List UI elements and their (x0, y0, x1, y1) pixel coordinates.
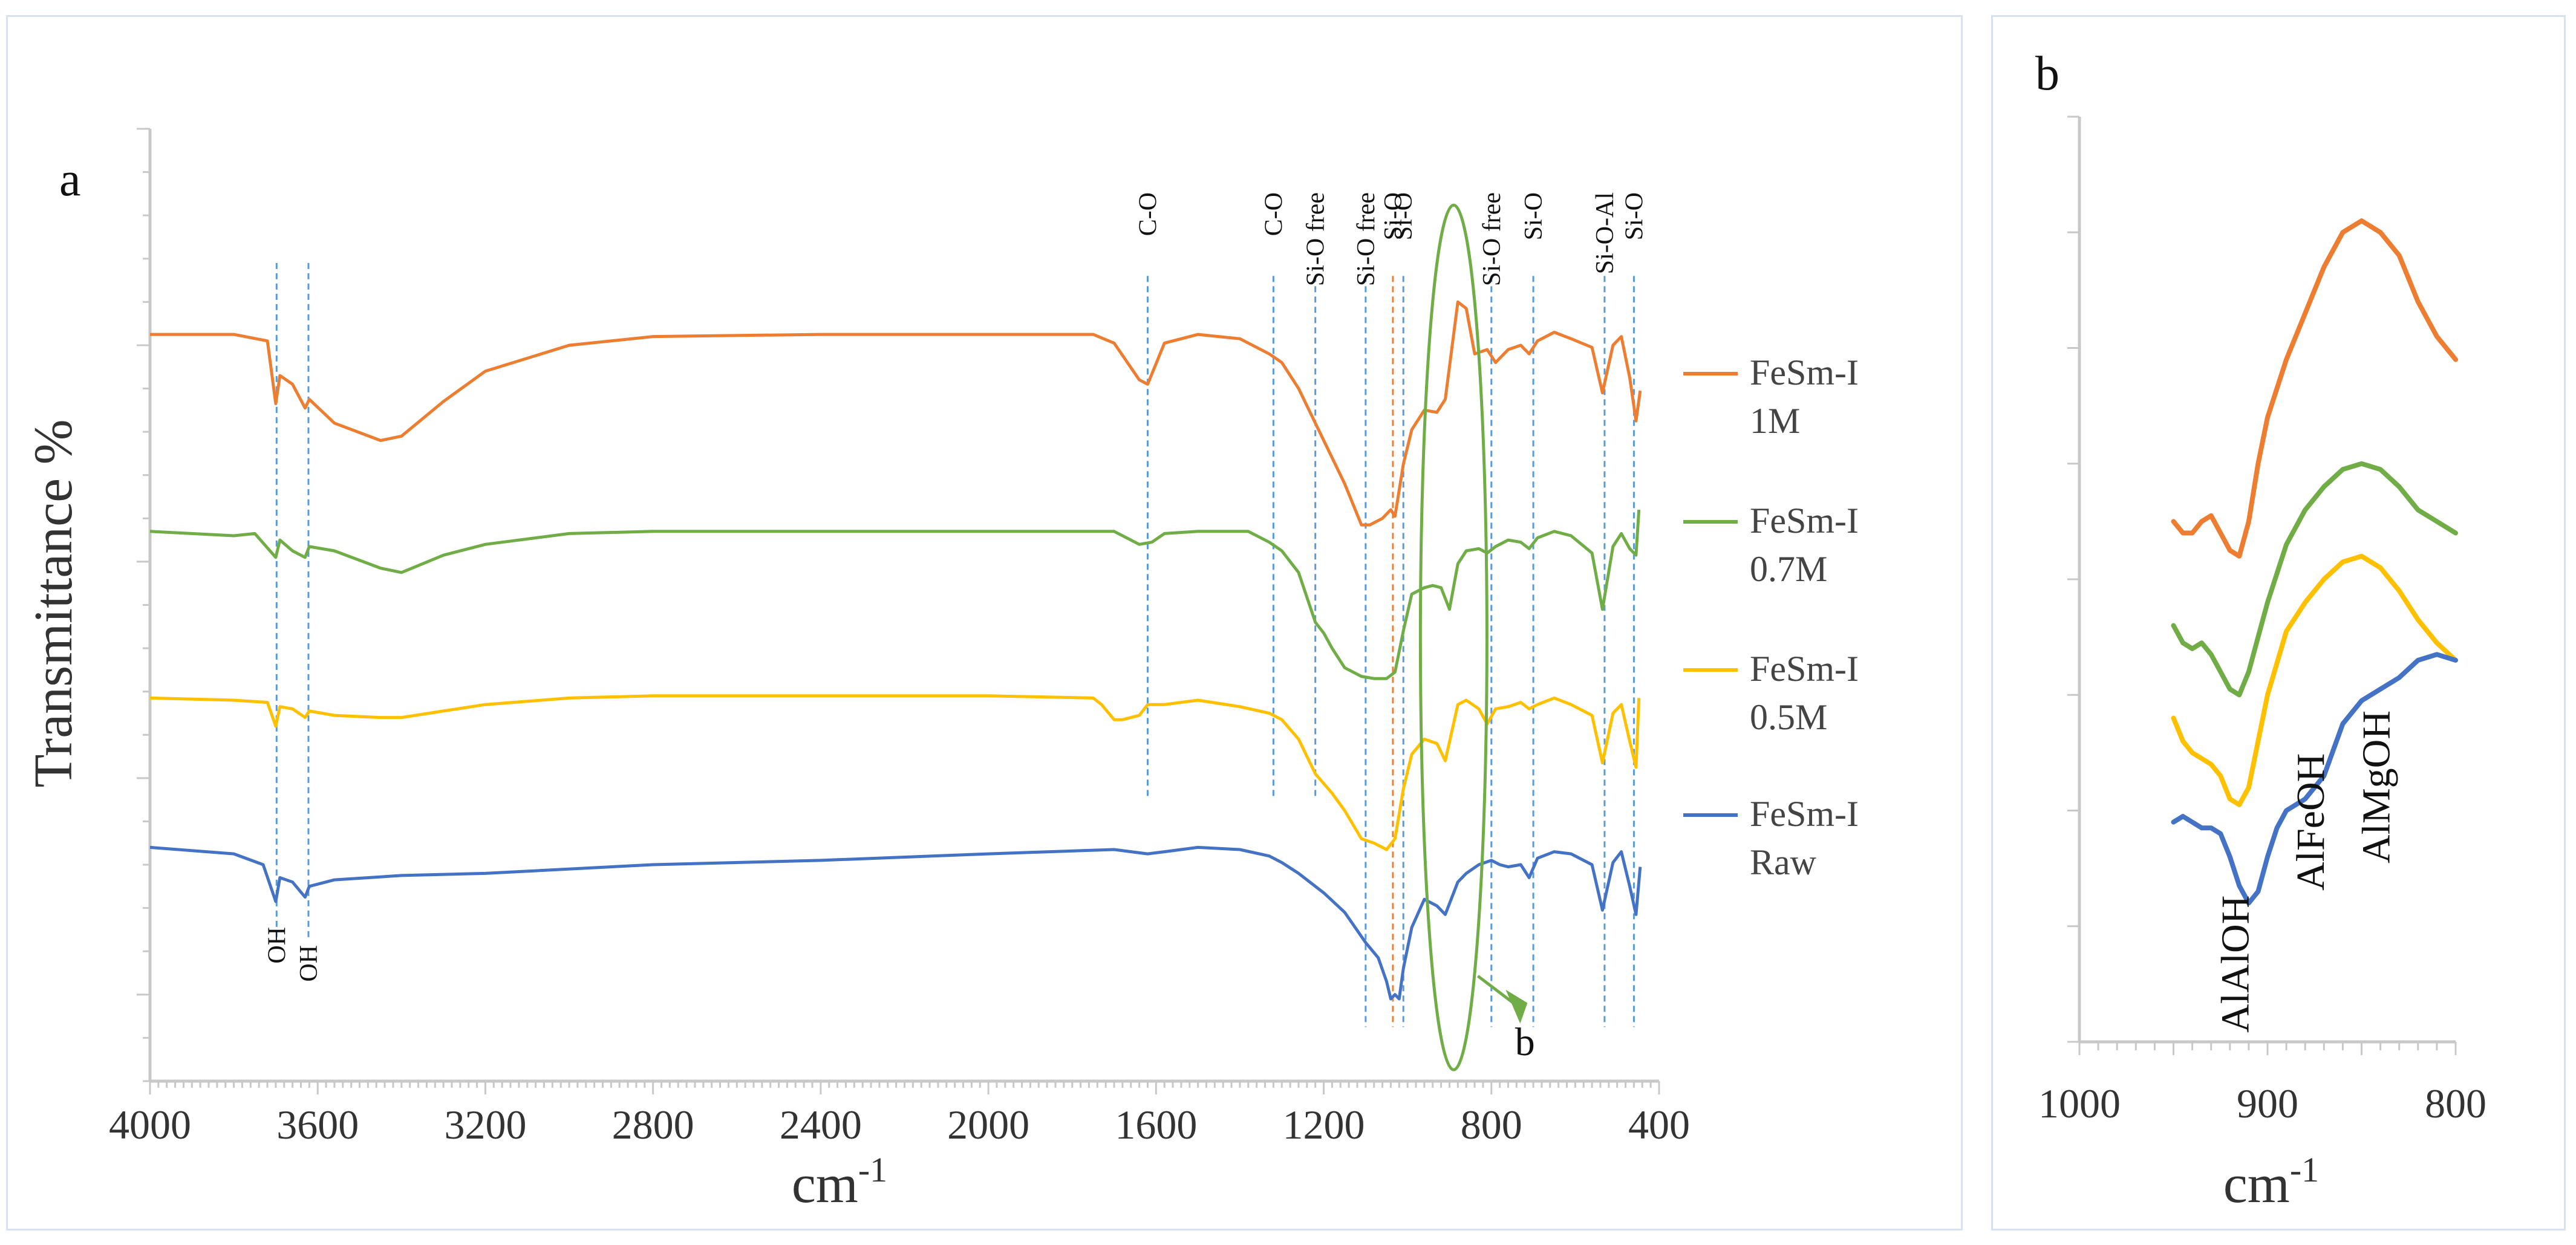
band-label-0: OH (263, 927, 291, 964)
x-tick-label-1200: 1200 (1283, 1102, 1365, 1148)
callout-label: b (1515, 1020, 1535, 1064)
band-label-7: Si-O (1390, 192, 1418, 240)
callout-arrow (1476, 975, 1518, 1007)
band-label-3: C-O (1260, 192, 1288, 236)
x-tick-label-800: 800 (1461, 1102, 1522, 1148)
series-line-fesm-i-1m (2171, 218, 2458, 559)
band-label-alfeoh: AlFeOH (2289, 753, 2333, 891)
x-tick-label-4000: 4000 (109, 1102, 191, 1148)
series-line-fesm-i-0-5m (149, 694, 1641, 851)
band-label-2: C-O (1134, 192, 1162, 236)
x-tick-label-1000: 1000 (2038, 1081, 2121, 1126)
series-line-fesm-i-0-5m (2171, 553, 2458, 807)
band-label-almgoh: AlMgOH (2355, 710, 2399, 863)
legend-label-fesm-i-raw-line1: FeSm-I (1750, 794, 1859, 834)
panel-a: 4000 3600 3200 2800 2400 2000 1600 1200 800 400 cm… (6, 15, 1963, 1230)
panel-b: 1000 900 800 cm-1 b AlAlOH AlFeOH AlMgOH (1991, 15, 2566, 1230)
x-axis-title: cm-1 (792, 1150, 887, 1214)
panel-label-a: a (59, 153, 81, 206)
series-line-fesm-i-0-7m (149, 509, 1641, 680)
x-tick-label-2400: 2400 (780, 1102, 862, 1148)
legend-label-fesm-i-0-7m-line2: 0.7M (1750, 549, 1827, 589)
x-tick-label-3600: 3600 (276, 1102, 359, 1148)
band-label-9: Si-O (1520, 192, 1548, 240)
legend-label-fesm-i-1m-line1: FeSm-I (1750, 353, 1859, 392)
x-tick-label-900: 900 (2237, 1081, 2298, 1126)
y-axis-title: Transmittance % (24, 419, 83, 787)
x-tick-label-800: 800 (2425, 1081, 2486, 1126)
legend-label-fesm-i-0-5m-line1: FeSm-I (1750, 649, 1859, 689)
band-label-6: Si-O (1380, 192, 1407, 240)
legend-label-fesm-i-0-5m-line2: 0.5M (1750, 697, 1827, 737)
legend-label-fesm-i-0-7m-line1: FeSm-I (1750, 501, 1859, 541)
panel-label-b: b (2035, 47, 2059, 100)
band-label-5: Si-O free (1352, 192, 1380, 286)
x-tick-label-3200: 3200 (444, 1102, 526, 1148)
x-tick-label-1600: 1600 (1115, 1102, 1197, 1148)
x-tick-label-400: 400 (1628, 1102, 1690, 1148)
x-tick-label-2000: 2000 (947, 1102, 1029, 1148)
x-axis-title: cm-1 (2223, 1150, 2319, 1214)
chart-b: 1000 900 800 cm-1 b AlAlOH AlFeOH AlMgOH (2035, 47, 2486, 1214)
callout-arrowhead (1505, 989, 1528, 1024)
series-line-fesm-i-raw (2171, 652, 2458, 906)
callout-ellipse (1418, 203, 1489, 1071)
series-line-fesm-i-0-7m (2171, 461, 2458, 698)
band-label-11: Si-O (1620, 192, 1648, 240)
band-label-10: Si-O-Al (1591, 192, 1619, 274)
series-line-fesm-i-raw (149, 845, 1642, 1001)
legend-label-fesm-i-raw-line2: Raw (1750, 842, 1817, 882)
band-label-1: OH (295, 945, 323, 982)
x-tick-label-2800: 2800 (612, 1102, 694, 1148)
band-label-alaloh: AlAlOH (2213, 896, 2257, 1033)
legend-label-fesm-i-1m-line2: 1M (1750, 401, 1800, 441)
band-label-8: Si-O free (1478, 192, 1506, 286)
chart-a: 4000 3600 3200 2800 2400 2000 1600 1200 800 400 cm… (24, 128, 1859, 1214)
series-line-fesm-i-1m (150, 300, 1642, 527)
band-label-4: Si-O free (1302, 192, 1330, 286)
